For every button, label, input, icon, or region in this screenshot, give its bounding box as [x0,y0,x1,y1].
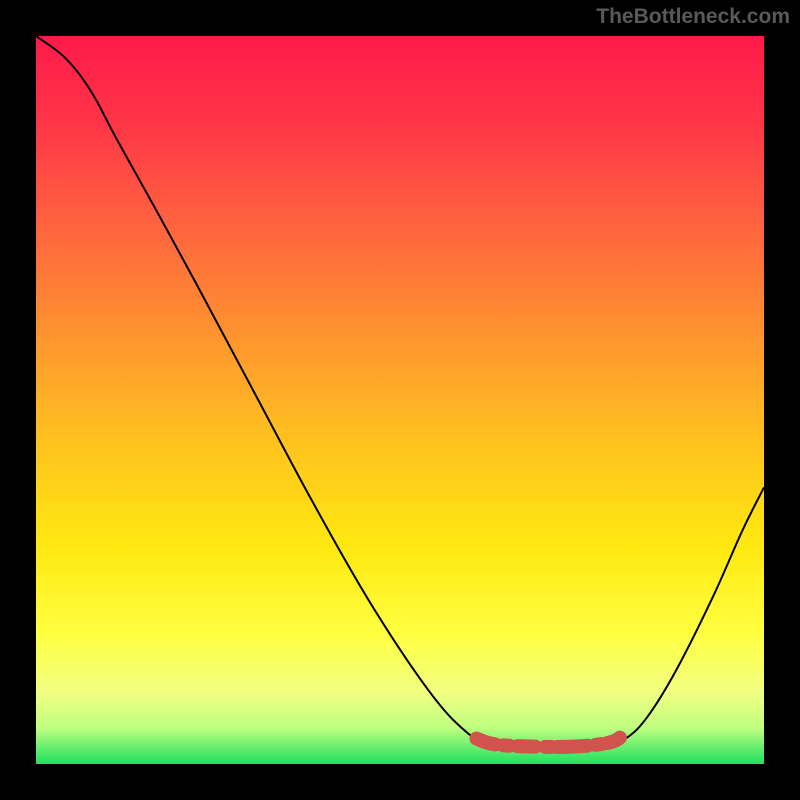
plot-area [36,36,764,764]
bottleneck-curve [36,36,764,748]
highlight-band [476,733,624,747]
watermark-text: TheBottleneck.com [596,5,790,29]
curve-overlay [36,36,764,764]
